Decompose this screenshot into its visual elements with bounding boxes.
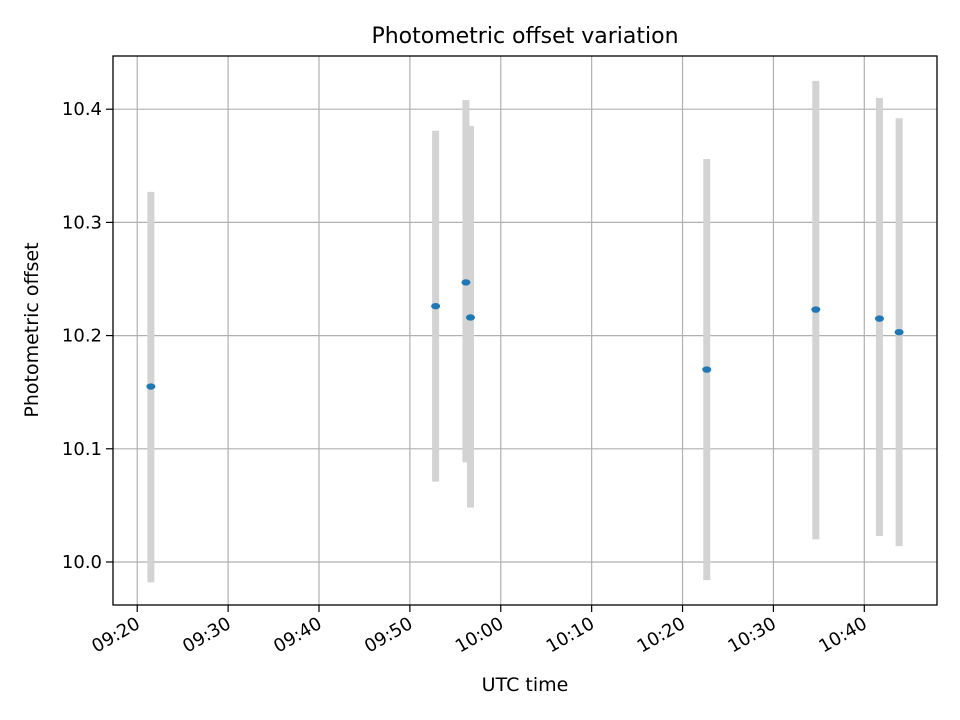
data-point: [431, 302, 441, 310]
y-tick-label: 10.4: [62, 99, 102, 120]
grid-lines: [113, 56, 937, 605]
data-point: [461, 279, 471, 286]
plot-area-frame: [112, 55, 938, 606]
y-tick-label: 10.1: [62, 439, 102, 460]
data-point: [702, 366, 712, 373]
y-tick-label: 10.0: [62, 552, 102, 573]
y-axis-label: Photometric offset: [21, 242, 43, 417]
y-tick-label: 10.3: [62, 212, 102, 233]
data-point: [146, 383, 156, 390]
x-axis-label: UTC time: [482, 674, 569, 696]
data-point: [465, 314, 475, 321]
data-points: [146, 279, 904, 390]
data-point: [811, 306, 821, 313]
data-point: [874, 315, 884, 322]
y-axis-ticks: 10.0 10.1 10.2 10.3 10.4: [62, 99, 113, 573]
chart-title: Photometric offset variation: [371, 24, 678, 49]
y-tick-label: 10.2: [62, 326, 102, 347]
data-point: [894, 328, 904, 336]
